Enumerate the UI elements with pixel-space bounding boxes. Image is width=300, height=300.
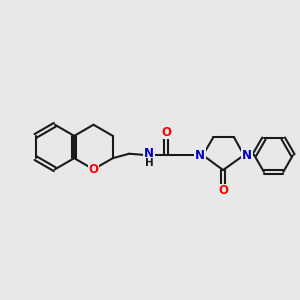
Text: H: H <box>145 158 153 168</box>
Text: O: O <box>218 184 228 197</box>
Text: N: N <box>242 149 252 162</box>
Text: O: O <box>88 163 98 176</box>
Text: N: N <box>195 149 205 162</box>
Text: N: N <box>144 147 154 160</box>
Text: O: O <box>161 125 171 139</box>
